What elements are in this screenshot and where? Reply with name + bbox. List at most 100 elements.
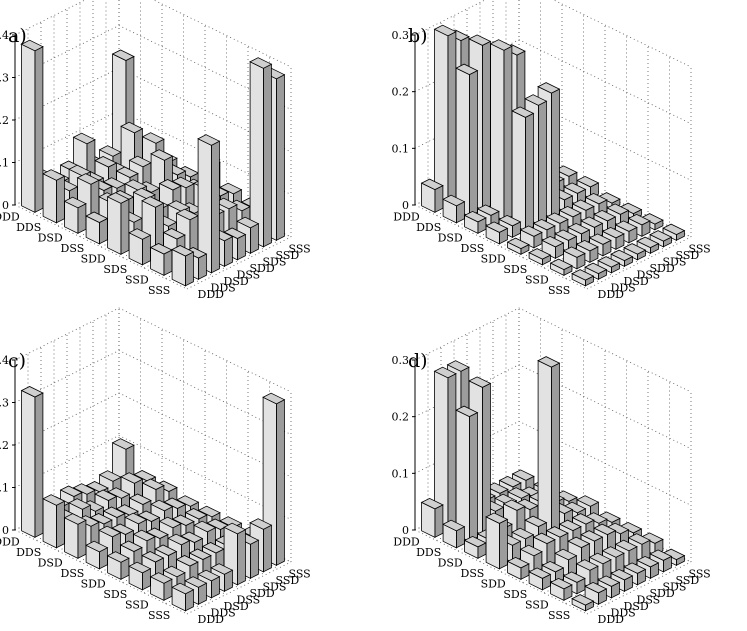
row-axis-label: DDS bbox=[416, 221, 441, 234]
col-axis-label: DDS bbox=[211, 281, 236, 294]
bar-top-face bbox=[584, 262, 608, 275]
bar-top-face bbox=[249, 57, 273, 69]
bar-top-face bbox=[115, 504, 139, 516]
bar-top-face bbox=[42, 494, 66, 506]
bar-top-face bbox=[575, 559, 599, 571]
col-axis-label: DSD bbox=[624, 600, 649, 613]
bar-top-face bbox=[180, 531, 204, 543]
col-axis-label: DDS bbox=[211, 606, 236, 619]
col-axis-label: SSS bbox=[289, 567, 311, 580]
bar-top-face bbox=[107, 487, 131, 499]
bar-top-face bbox=[619, 521, 643, 534]
bar-side-face bbox=[236, 529, 246, 586]
bar-top-face bbox=[85, 481, 109, 493]
bar-top-face bbox=[485, 482, 509, 494]
bar bbox=[498, 214, 522, 238]
bar-top-face bbox=[519, 225, 543, 237]
col-axis-label: DSS bbox=[637, 593, 661, 606]
col-axis-label: DSD bbox=[224, 275, 249, 288]
panel-label: d) bbox=[408, 350, 428, 372]
bar-top-face bbox=[111, 523, 135, 535]
bar bbox=[485, 221, 509, 245]
bar-top-face bbox=[106, 192, 130, 204]
bar-top-face bbox=[68, 498, 92, 510]
bar bbox=[20, 39, 44, 213]
bar-top-face bbox=[72, 483, 96, 495]
panel-label: b) bbox=[408, 25, 428, 47]
bar-top-face bbox=[184, 508, 208, 520]
bar-top-face bbox=[532, 532, 556, 545]
bar-top-face bbox=[554, 165, 578, 177]
bar-front-face bbox=[21, 43, 36, 213]
bar bbox=[511, 106, 535, 232]
bar-side-face bbox=[275, 74, 285, 241]
bar-top-face bbox=[137, 510, 161, 522]
col-axis-label: SSD bbox=[276, 574, 300, 587]
bar-top-face bbox=[433, 366, 457, 379]
col-axis-label: DSS bbox=[237, 593, 261, 606]
col-axis-label: SSS bbox=[689, 242, 711, 255]
z-tick-label: 0 bbox=[402, 524, 409, 537]
col-axis-label: SSD bbox=[276, 249, 300, 262]
bar-front-face bbox=[107, 196, 122, 255]
bar-top-face bbox=[59, 485, 83, 497]
bar-top-face bbox=[528, 248, 552, 260]
bar bbox=[610, 249, 634, 267]
col-axis-label: SDD bbox=[650, 587, 675, 600]
bar-top-face bbox=[502, 499, 526, 511]
bar-top-face bbox=[571, 199, 595, 211]
row-axis-label: DSS bbox=[61, 242, 85, 255]
bar-top-face bbox=[532, 218, 556, 231]
bar-side-face bbox=[77, 519, 87, 559]
bar-side-face bbox=[120, 198, 130, 255]
bar-top-face bbox=[511, 106, 535, 118]
z-tick-label: 0.3 bbox=[392, 29, 410, 42]
bar-top-face bbox=[63, 196, 87, 209]
col-axis-label: DDS bbox=[611, 606, 636, 619]
bar-top-face bbox=[214, 197, 238, 210]
row-axis-label: DDD bbox=[393, 535, 420, 548]
bar-side-face bbox=[34, 392, 44, 538]
bar bbox=[106, 551, 130, 580]
bar-top-face bbox=[545, 212, 569, 224]
bar-top-face bbox=[219, 182, 243, 195]
bar-side-face bbox=[210, 140, 220, 274]
bar-top-face bbox=[111, 438, 135, 450]
bar bbox=[249, 57, 273, 248]
bar-top-face bbox=[489, 39, 513, 51]
bar-top-face bbox=[614, 539, 638, 552]
z-tick-label: 0 bbox=[2, 524, 9, 537]
bar bbox=[506, 556, 530, 580]
bar bbox=[171, 245, 195, 287]
grid-line bbox=[14, 435, 292, 520]
bar-front-face bbox=[490, 43, 505, 221]
bar-top-face bbox=[171, 245, 195, 257]
z-tick-label: 0.3 bbox=[392, 354, 410, 367]
row-axis-label: DDS bbox=[416, 546, 441, 559]
bar-top-face bbox=[554, 548, 578, 561]
bar-top-face bbox=[171, 514, 195, 526]
bar-top-face bbox=[563, 182, 587, 194]
bar-top-face bbox=[511, 469, 535, 481]
col-axis-label: SDD bbox=[250, 587, 275, 600]
bar-top-face bbox=[154, 544, 178, 556]
bar-top-face bbox=[584, 581, 608, 594]
bar-top-face bbox=[420, 497, 444, 510]
z-tick-label: 0.2 bbox=[392, 411, 410, 424]
bar-top-face bbox=[524, 515, 548, 528]
bar-top-face bbox=[627, 533, 651, 545]
col-axis-label: SDD bbox=[250, 262, 275, 275]
panel-label: c) bbox=[8, 350, 26, 372]
row-axis-label: SSD bbox=[525, 273, 549, 286]
bar-side-face bbox=[551, 362, 560, 544]
z-tick-label: 0.1 bbox=[392, 467, 410, 480]
bar-side-face bbox=[434, 504, 444, 538]
bar bbox=[506, 237, 530, 255]
bar bbox=[636, 236, 660, 254]
bar bbox=[63, 513, 87, 559]
col-axis-label: SDS bbox=[263, 255, 287, 268]
bar-top-face bbox=[649, 230, 673, 242]
